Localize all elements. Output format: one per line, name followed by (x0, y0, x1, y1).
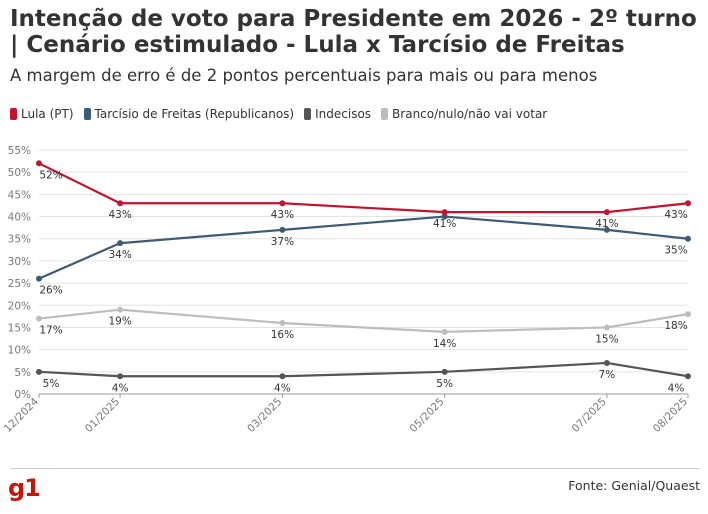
series-line-lula (38, 162, 689, 214)
y-tick-label: 15% (8, 322, 31, 334)
legend-item-tarcisio: Tarcísio de Freitas (Republicanos) (83, 107, 295, 121)
y-tick-label: 25% (8, 278, 31, 290)
data-point (36, 275, 42, 282)
data-label: 7% (599, 369, 616, 381)
x-tick-label: 07/2025 (570, 396, 609, 435)
legend: Lula (PT) Tarcísio de Freitas (Republica… (10, 107, 557, 121)
data-label: 19% (108, 316, 131, 328)
data-point (685, 235, 691, 242)
y-tick-label: 5% (14, 367, 31, 379)
series-line-branco (38, 308, 689, 333)
data-label: 37% (271, 236, 294, 248)
data-point (685, 311, 691, 318)
data-point (441, 328, 448, 335)
data-point (36, 368, 42, 375)
data-label: 35% (664, 245, 687, 257)
data-label: 34% (108, 249, 131, 261)
data-point (279, 320, 286, 327)
data-point (117, 373, 124, 380)
x-tick-label: 12/2024 (2, 395, 42, 435)
legend-swatch-branco (381, 108, 389, 120)
data-point (685, 200, 691, 207)
data-point (441, 368, 448, 375)
legend-item-indecisos: Indecisos (304, 107, 371, 121)
data-label: 41% (433, 218, 456, 230)
data-label: 52% (39, 169, 62, 181)
data-point (279, 200, 286, 207)
legend-label-indecisos: Indecisos (315, 107, 372, 121)
data-label: 18% (664, 320, 687, 332)
y-tick-label: 45% (8, 189, 31, 201)
legend-label-branco: Branco/nulo/não vai votar (392, 107, 548, 121)
data-point (685, 373, 691, 380)
y-tick-label: 55% (8, 145, 31, 157)
legend-swatch-indecisos (304, 108, 312, 120)
data-point (117, 306, 124, 313)
y-tick-label: 30% (8, 256, 31, 268)
g1-logo: g1 (8, 474, 41, 502)
chart-subtitle: A margem de erro é de 2 pontos percentua… (10, 66, 598, 85)
data-label: 5% (43, 378, 60, 390)
legend-item-branco: Branco/nulo/não vai votar (381, 107, 547, 121)
y-tick-label: 20% (8, 300, 31, 312)
x-tick-label: 03/2025 (245, 396, 284, 435)
data-label: 17% (39, 325, 62, 337)
x-tick-label: 01/2025 (83, 396, 122, 435)
data-point (441, 213, 448, 220)
data-point (36, 160, 42, 167)
data-label: 4% (668, 382, 685, 394)
data-label: 26% (39, 285, 62, 297)
data-label: 43% (664, 209, 687, 221)
data-point (279, 226, 286, 233)
series-line-indecisos (38, 361, 689, 378)
data-label: 43% (108, 209, 131, 221)
data-label: 5% (436, 378, 453, 390)
y-tick-label: 10% (8, 345, 31, 357)
data-label: 15% (595, 333, 618, 345)
data-point (603, 226, 610, 233)
y-tick-label: 40% (8, 212, 31, 224)
data-point (603, 359, 610, 366)
data-point (603, 324, 610, 331)
chart-title: Intenção de voto para Presidente em 2026… (10, 6, 697, 58)
legend-item-lula: Lula (PT) (10, 107, 74, 121)
data-label: 4% (274, 382, 291, 394)
y-tick-label: 0% (14, 389, 31, 401)
x-tick-label: 05/2025 (407, 396, 446, 435)
y-tick-label: 50% (8, 167, 31, 179)
data-label: 14% (433, 338, 456, 350)
legend-swatch-tarcisio (83, 108, 91, 120)
y-tick-label: 35% (8, 234, 31, 246)
x-tick-label: 08/2025 (651, 396, 690, 435)
footer-divider (10, 468, 700, 469)
data-label: 16% (271, 329, 294, 341)
legend-swatch-lula (10, 108, 17, 120)
source-note: Fonte: Genial/Quaest (568, 478, 700, 493)
data-point (117, 200, 124, 207)
data-point (117, 240, 124, 247)
series-line-tarcisio (38, 215, 689, 280)
data-label: 43% (271, 209, 294, 221)
legend-label-tarcisio: Tarcísio de Freitas (Republicanos) (94, 107, 295, 121)
legend-label-lula: Lula (PT) (21, 107, 74, 121)
data-point (36, 315, 42, 322)
data-point (603, 209, 610, 216)
data-label: 4% (112, 382, 129, 394)
data-point (279, 373, 286, 380)
data-label: 41% (595, 218, 618, 230)
data-point (441, 209, 448, 216)
